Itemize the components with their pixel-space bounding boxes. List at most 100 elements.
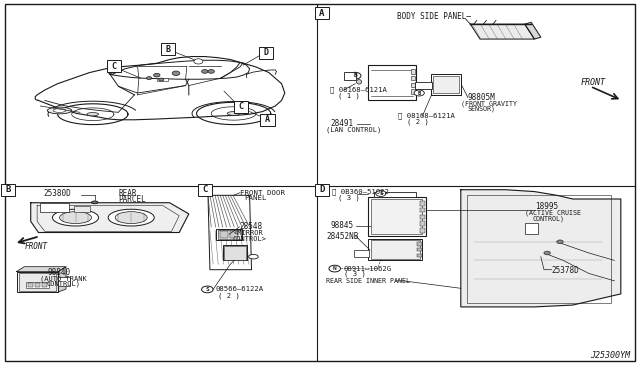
Text: 25380D: 25380D	[44, 189, 71, 198]
Circle shape	[329, 265, 340, 272]
Text: 08911–1062G: 08911–1062G	[344, 266, 392, 272]
Bar	[368, 239, 422, 260]
Text: (ACTIVE CRUISE: (ACTIVE CRUISE	[525, 209, 581, 216]
Text: CONTROL>: CONTROL>	[233, 236, 267, 242]
Text: A: A	[319, 9, 324, 17]
Text: SENSOR): SENSOR)	[467, 106, 495, 112]
Circle shape	[202, 70, 208, 73]
Text: FRONT DOOR: FRONT DOOR	[240, 190, 285, 196]
Text: B: B	[6, 185, 11, 194]
Bar	[315, 184, 329, 196]
Circle shape	[194, 59, 203, 64]
Text: 98845: 98845	[330, 221, 353, 230]
Text: REAR: REAR	[118, 189, 137, 198]
Ellipse shape	[115, 212, 147, 224]
Text: C: C	[111, 62, 116, 71]
Text: CONTROL): CONTROL)	[532, 215, 564, 222]
Bar	[417, 248, 422, 251]
Bar	[161, 43, 175, 55]
Ellipse shape	[108, 209, 154, 226]
Bar	[420, 208, 425, 212]
Ellipse shape	[248, 254, 258, 259]
Ellipse shape	[356, 80, 362, 84]
Text: ( 2 ): ( 2 )	[218, 292, 239, 299]
Bar	[224, 246, 246, 260]
Text: 08566–6122A: 08566–6122A	[216, 286, 264, 292]
Text: Ⓑ 08168–6121A: Ⓑ 08168–6121A	[398, 113, 455, 119]
Bar	[42, 283, 47, 287]
Bar	[371, 240, 420, 259]
Text: N: N	[333, 266, 337, 271]
Bar	[216, 229, 242, 240]
Text: (LAN CONTROL): (LAN CONTROL)	[326, 126, 381, 133]
Text: (FRONT GRAVITY: (FRONT GRAVITY	[461, 100, 517, 107]
Bar	[17, 272, 58, 292]
Bar	[411, 89, 415, 94]
Bar	[420, 228, 425, 232]
Bar	[431, 74, 461, 95]
Text: Ⓢ 0B360–51022: Ⓢ 0B360–51022	[332, 189, 388, 195]
Bar	[374, 192, 416, 197]
Bar	[420, 221, 425, 226]
Text: S: S	[379, 191, 383, 196]
Circle shape	[172, 71, 180, 76]
Bar	[411, 83, 415, 87]
Text: C: C	[202, 185, 207, 194]
Text: C: C	[238, 102, 243, 111]
Ellipse shape	[52, 209, 99, 226]
Text: 98840: 98840	[48, 268, 71, 277]
Polygon shape	[17, 267, 66, 272]
Bar	[368, 65, 416, 100]
Bar	[1, 184, 15, 196]
Circle shape	[349, 72, 361, 79]
Text: D: D	[263, 48, 268, 57]
Text: D: D	[319, 185, 324, 194]
Bar	[420, 215, 425, 219]
Text: A: A	[265, 115, 270, 124]
Text: (AUTO TRANK: (AUTO TRANK	[40, 275, 86, 282]
Ellipse shape	[47, 107, 72, 114]
Bar	[220, 231, 228, 238]
Bar	[259, 47, 273, 59]
Text: 28491: 28491	[330, 119, 353, 128]
Text: CONTROL): CONTROL)	[46, 280, 80, 287]
Text: S: S	[205, 287, 209, 292]
Bar	[368, 197, 426, 236]
Ellipse shape	[87, 113, 99, 116]
Bar	[223, 245, 247, 260]
Text: BODY SIDE PANEL—: BODY SIDE PANEL—	[397, 12, 471, 21]
Circle shape	[154, 73, 160, 77]
Bar	[371, 199, 422, 234]
Text: 28452NB: 28452NB	[326, 232, 359, 241]
Bar	[433, 76, 459, 93]
Bar	[411, 69, 415, 74]
Ellipse shape	[92, 201, 98, 204]
Bar	[28, 283, 33, 287]
Text: B: B	[417, 90, 421, 96]
Text: PARCEL: PARCEL	[118, 195, 146, 203]
Bar	[230, 231, 238, 238]
Text: PANEL: PANEL	[244, 195, 267, 201]
Circle shape	[202, 286, 213, 293]
Ellipse shape	[60, 212, 92, 224]
Bar	[218, 230, 241, 239]
Ellipse shape	[227, 112, 240, 115]
Text: REAR SIDE INNER PANEL: REAR SIDE INNER PANEL	[326, 278, 410, 284]
Circle shape	[159, 78, 164, 81]
Bar	[417, 254, 422, 257]
Bar	[415, 82, 432, 89]
Text: ( 3 ): ( 3 )	[338, 195, 360, 201]
Text: J25300YM: J25300YM	[590, 351, 630, 360]
Text: Ⓑ 08168–6121A: Ⓑ 08168–6121A	[330, 87, 387, 93]
Bar	[260, 114, 275, 126]
Bar	[58, 277, 70, 286]
Bar	[198, 184, 212, 196]
Bar	[107, 60, 121, 72]
Polygon shape	[58, 267, 66, 292]
Circle shape	[376, 190, 386, 196]
Bar	[157, 78, 168, 81]
Text: 98805M: 98805M	[468, 93, 495, 102]
Text: B: B	[353, 73, 357, 78]
Bar	[19, 273, 56, 291]
Bar	[417, 242, 422, 246]
